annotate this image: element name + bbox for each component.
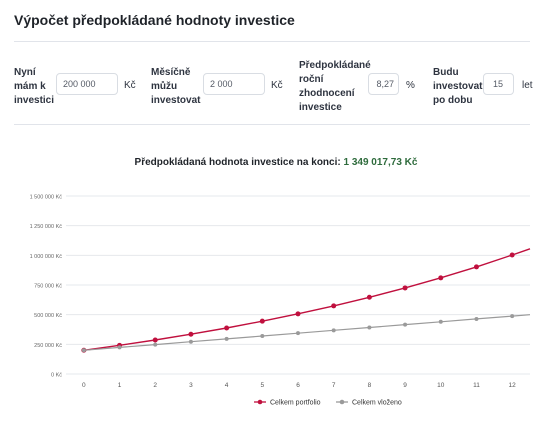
- y-tick-label: 500 000 Kč: [34, 313, 62, 319]
- x-tick-label: 0: [82, 382, 86, 389]
- x-tick-label: 7: [332, 382, 336, 389]
- data-point: [295, 311, 301, 317]
- data-point: [509, 252, 515, 258]
- data-point: [474, 316, 479, 321]
- x-tick-label: 6: [296, 382, 300, 389]
- data-point: [438, 275, 444, 281]
- y-tick-label: 250 000 Kč: [34, 343, 62, 349]
- data-point: [188, 331, 194, 337]
- data-point: [331, 303, 337, 309]
- x-tick-label: 12: [509, 382, 517, 389]
- x-tick-label: 10: [437, 382, 445, 389]
- y-tick-label: 1 500 000 Kč: [30, 195, 63, 201]
- data-point: [473, 264, 479, 270]
- x-tick-label: 9: [403, 382, 407, 389]
- data-point: [81, 348, 86, 353]
- header-divider: [14, 41, 530, 42]
- y-tick-label: 1 000 000 Kč: [30, 254, 63, 260]
- data-point: [510, 314, 515, 319]
- data-point: [224, 325, 230, 331]
- investment-chart: 0 Kč 250 000 Kč 500 000 Kč 750 000 Kč 1 000 …: [30, 195, 531, 407]
- x-tick-label: 2: [153, 382, 157, 389]
- page-title: Výpočet předpokládané hodnoty investice: [14, 12, 295, 28]
- data-point: [152, 337, 158, 343]
- result-summary: Předpokládaná hodnota investice na konci…: [0, 157, 552, 168]
- x-tick-label: 1: [118, 382, 122, 389]
- x-tick-label: 11: [473, 382, 480, 389]
- legend-marker-dot: [257, 399, 263, 405]
- data-point: [296, 331, 300, 336]
- data-point: [366, 294, 372, 300]
- data-point: [117, 345, 122, 350]
- data-point: [153, 342, 158, 347]
- data-point: [402, 285, 408, 291]
- x-tick-label: 5: [260, 382, 264, 389]
- percent-unit: %: [406, 80, 415, 91]
- data-point: [259, 318, 265, 324]
- x-tick-label: 3: [189, 382, 193, 389]
- legend-marker-dot: [339, 399, 345, 405]
- expected-return-input[interactable]: [368, 73, 399, 95]
- data-point: [260, 334, 265, 339]
- current-amount-input[interactable]: [56, 73, 118, 95]
- data-point: [331, 328, 336, 333]
- result-value: 1 349 017,73 Kč: [343, 157, 418, 168]
- y-tick-label: 0 Kč: [51, 373, 62, 379]
- y-tick-label: 750 000 Kč: [34, 284, 62, 290]
- x-tick-label: 8: [368, 382, 372, 389]
- years-unit: let: [522, 80, 533, 91]
- field-label-current-amount: Nyní mám k investici: [14, 67, 55, 106]
- duration-input[interactable]: [483, 73, 514, 95]
- legend-label: Celkem portfolio: [270, 400, 321, 407]
- legend-label: Celkem vloženo: [352, 400, 402, 407]
- data-point: [188, 339, 193, 344]
- series-line: [83, 314, 531, 351]
- y-tick-label: 1 250 000 Kč: [30, 224, 63, 230]
- currency-unit: Kč: [271, 80, 283, 91]
- data-point: [367, 325, 372, 330]
- field-label-expected-return: Předpokládané roční zhodnocení investice: [299, 60, 371, 113]
- monthly-amount-input[interactable]: [203, 73, 265, 95]
- field-label-monthly-amount: Měsíčně můžu investovat: [151, 67, 201, 106]
- data-point: [224, 336, 229, 341]
- field-label-duration: Budu investovat po dobu: [433, 67, 483, 106]
- series-line: [83, 248, 531, 351]
- data-point: [403, 322, 408, 327]
- data-point: [438, 319, 443, 324]
- currency-unit: Kč: [124, 80, 136, 91]
- x-tick-label: 4: [225, 382, 229, 389]
- form-divider: [14, 124, 530, 125]
- result-label: Předpokládaná hodnota investice na konci…: [134, 157, 341, 168]
